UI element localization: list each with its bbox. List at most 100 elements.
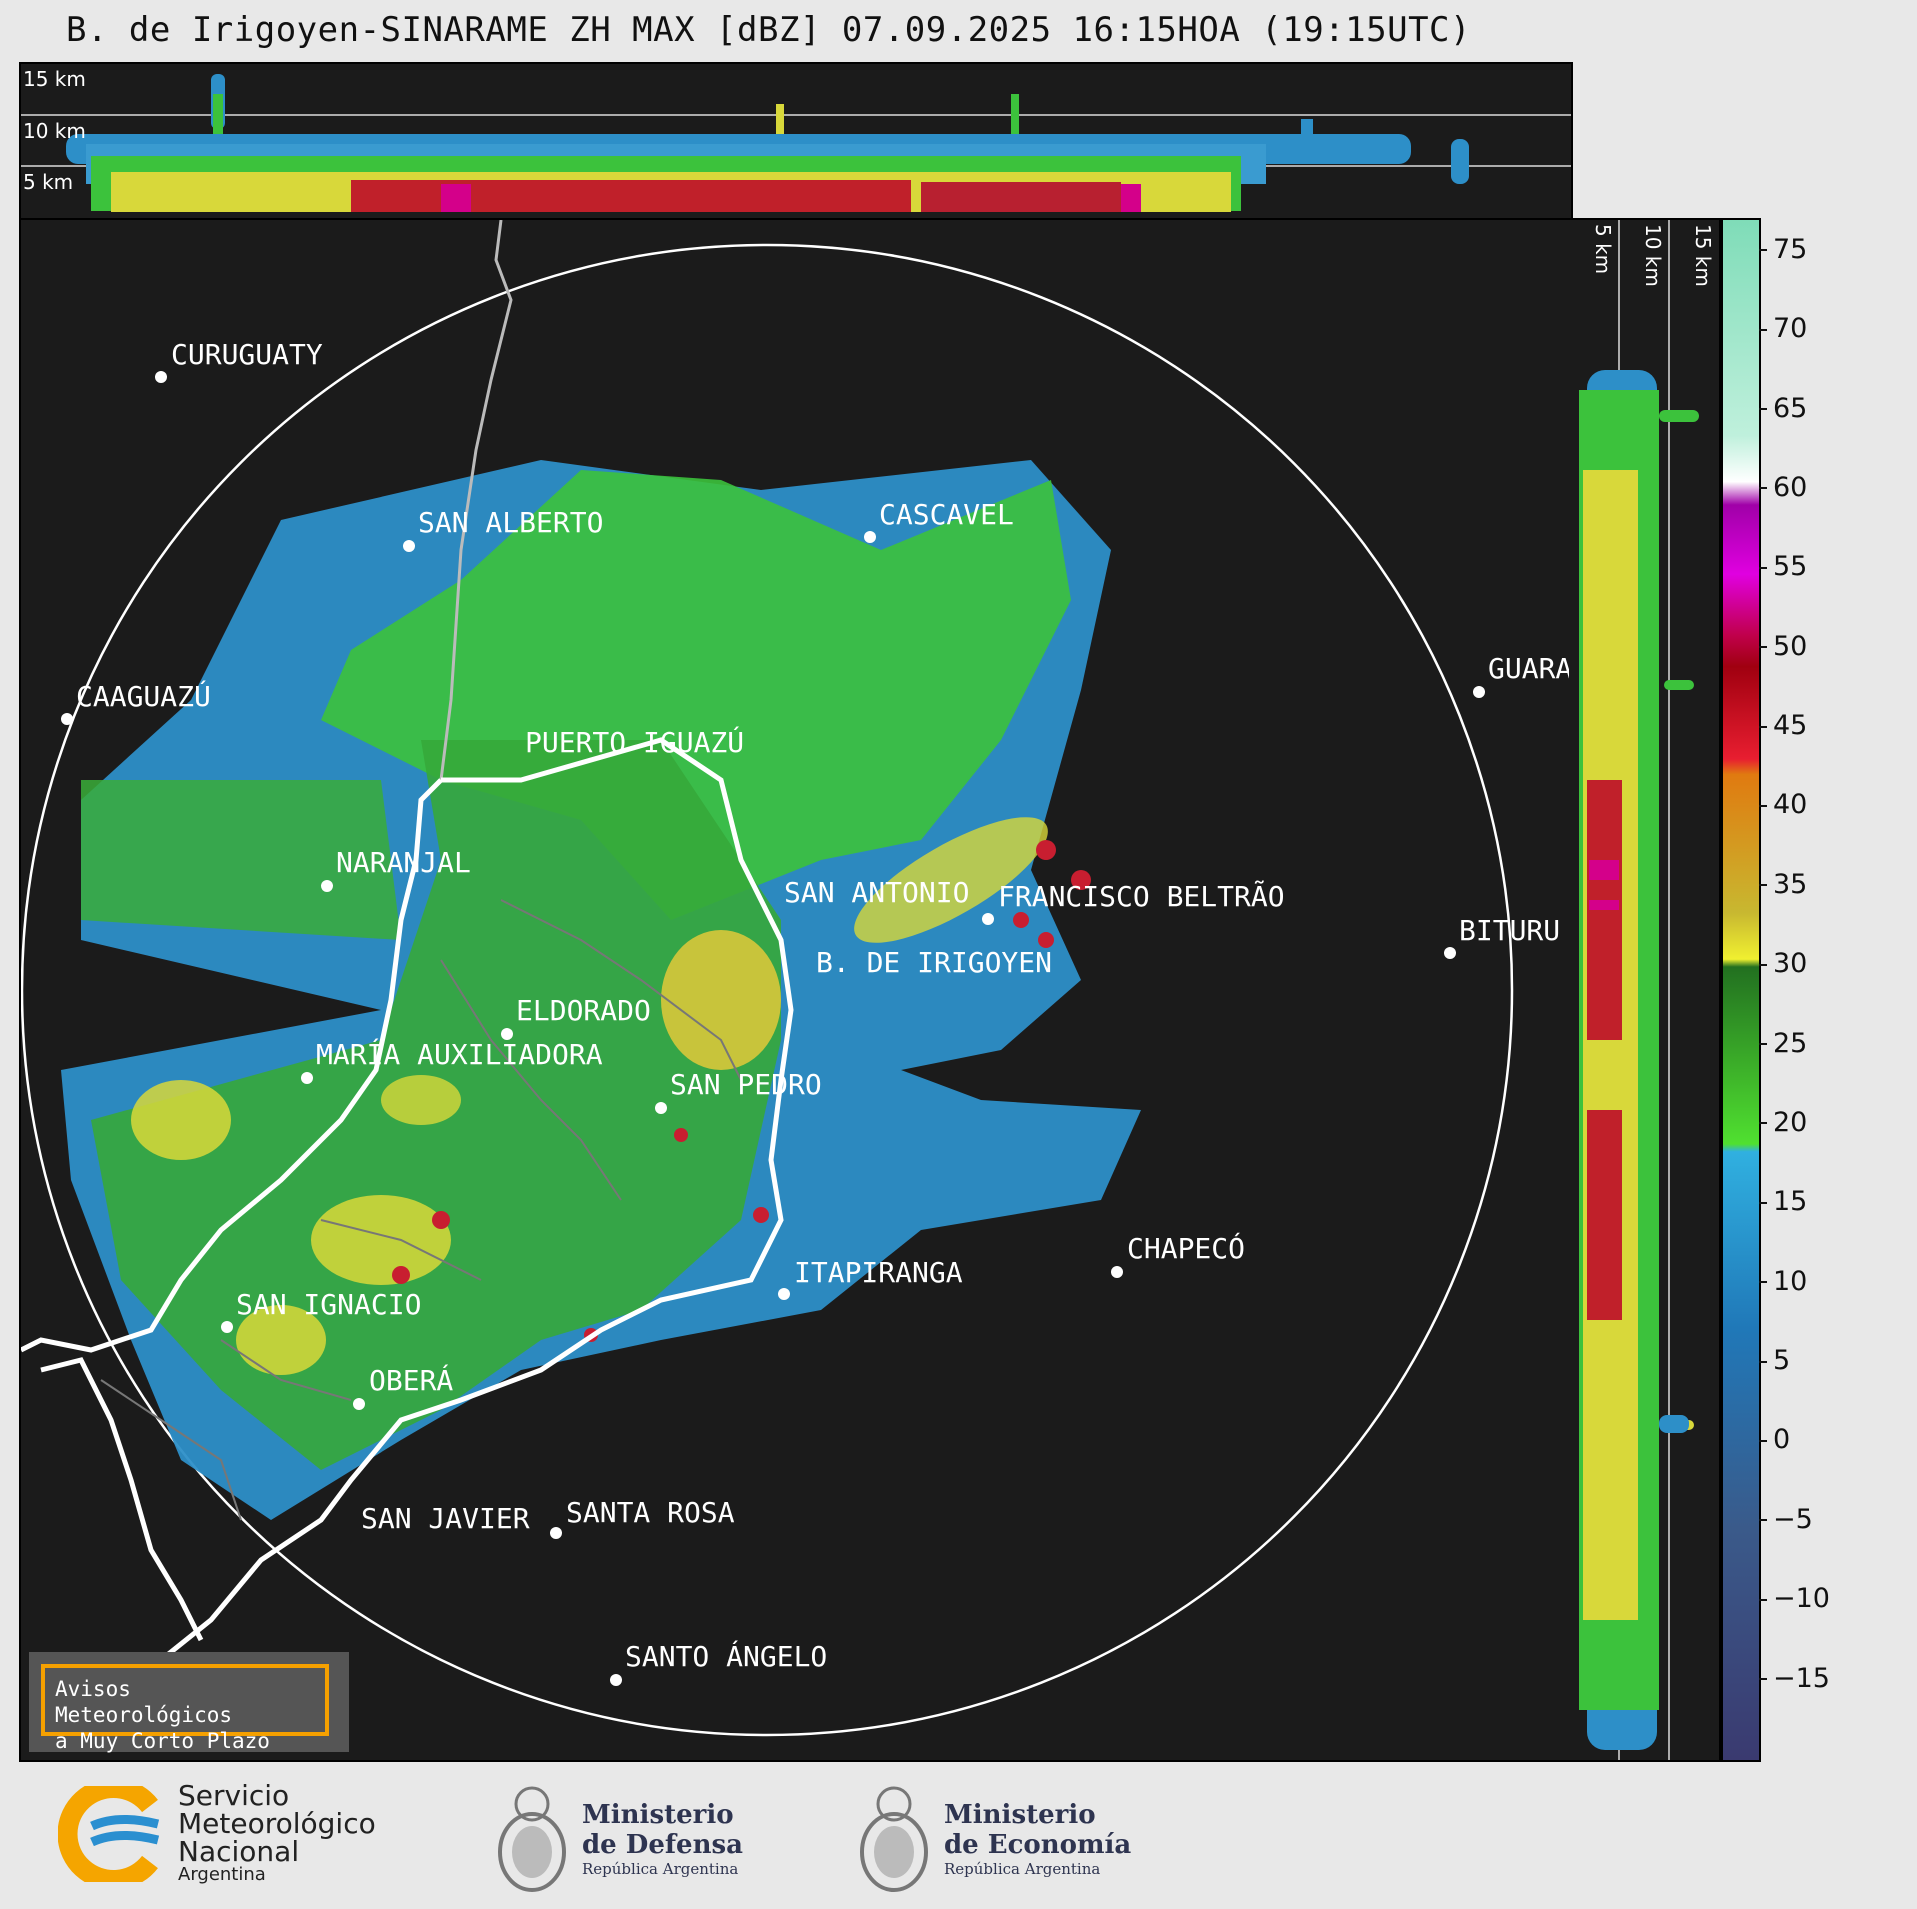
city-dot [655, 1102, 667, 1114]
colorbar-tick-mark [1759, 1439, 1767, 1442]
smn-wordmark: Servicio Meteorológico Nacional Argentin… [178, 1782, 376, 1884]
city-label-caaguazu: CAAGUAZÚ [76, 680, 211, 713]
notice-line-2: a Muy Corto Plazo [55, 1729, 270, 1753]
colorbar-tick-mark [1759, 328, 1767, 331]
colorbar-tick: 10 [1759, 1266, 1807, 1297]
alerts-notice-frame: Avisos Meteorológicos a Muy Corto Plazo [41, 1664, 329, 1753]
colorbar-tick-mark [1759, 1122, 1767, 1125]
colorbar-tick-mark [1759, 1519, 1767, 1522]
colorbar-tick-label: 25 [1773, 1027, 1808, 1059]
colorbar-tick-label: 50 [1773, 630, 1808, 662]
smn-line-1: Servicio [178, 1779, 290, 1812]
colorbar-tick-mark [1759, 1360, 1767, 1363]
colorbar-tick-mark [1759, 1043, 1767, 1046]
colorbar-tick: 45 [1759, 710, 1807, 741]
city-dot [353, 1398, 365, 1410]
alerts-notice[interactable]: Avisos Meteorológicos a Muy Corto Plazo [29, 1652, 349, 1753]
colorbar-gradient [1723, 220, 1759, 1760]
city-label-curuguaty: CURUGUATY [171, 338, 323, 371]
colorbar-tick-label: 30 [1773, 948, 1808, 980]
economia-wordmark: Ministerio de Economía República Argenti… [944, 1800, 1131, 1878]
city-dot [778, 1288, 790, 1300]
colorbar-tick-mark [1759, 884, 1767, 887]
city-label-san-antonio: SAN ANTONIO [784, 876, 970, 909]
defensa-line-1: Ministerio [582, 1800, 734, 1830]
top-height-label-5: 5 km [23, 170, 74, 194]
colorbar-tick: 60 [1759, 472, 1807, 503]
economia-seal-icon [856, 1774, 932, 1896]
city-dot [982, 913, 994, 925]
top-height-label-15: 15 km [23, 67, 86, 91]
colorbar-tick-label: 55 [1773, 551, 1808, 583]
top-height-label-10: 10 km [23, 119, 86, 143]
side-height-label-10: 10 km [1641, 224, 1665, 287]
city-dot [61, 713, 73, 725]
city-dot [864, 531, 876, 543]
colorbar-tick-mark [1759, 646, 1767, 649]
city-dot [1111, 1266, 1123, 1278]
city-dot [610, 1674, 622, 1686]
top-strip-echoes [21, 74, 1571, 212]
city-label-guara: GUARA [1488, 652, 1573, 685]
economia-line-2: de Economía [944, 1830, 1132, 1860]
side-height-label-15: 15 km [1691, 224, 1715, 287]
colorbar-tick-label: 60 [1773, 471, 1808, 503]
city-label-itapiranga: ITAPIRANGA [794, 1256, 963, 1289]
city-label-santo-angelo: SANTO ÁNGELO [625, 1640, 828, 1673]
colorbar [1721, 218, 1761, 1762]
city-label-chapeco: CHAPECÓ [1127, 1232, 1246, 1265]
city-label-francisco-beltrao: FRANCISCO BELTRÃO [998, 880, 1285, 913]
colorbar-tick-label: −15 [1773, 1662, 1830, 1694]
city-dot [301, 1072, 313, 1084]
colorbar-tick-label: 5 [1773, 1345, 1791, 1377]
colorbar-tick: 5 [1759, 1345, 1790, 1376]
colorbar-tick: −5 [1759, 1504, 1813, 1535]
city-label-b-de-irigoyen: B. DE IRIGOYEN [816, 946, 1053, 979]
colorbar-tick: 0 [1759, 1424, 1790, 1455]
colorbar-tick-label: 20 [1773, 1106, 1808, 1138]
range-ring [21, 243, 1514, 1737]
colorbar-tick-mark [1759, 249, 1767, 252]
colorbar-tick-label: 35 [1773, 868, 1808, 900]
city-label-puerto-iguazu: PUERTO IGUAZÚ [525, 726, 745, 759]
smn-line-2: Meteorológico [178, 1807, 376, 1840]
colorbar-tick-label: 15 [1773, 1186, 1808, 1218]
city-label-naranjal: NARANJAL [336, 846, 471, 879]
colorbar-tick: 30 [1759, 948, 1807, 979]
colorbar-tick: 25 [1759, 1028, 1807, 1059]
colorbar-tick-mark [1759, 963, 1767, 966]
side-cross-section: 5 km 10 km 15 km [1569, 218, 1721, 1762]
colorbar-tick: 65 [1759, 393, 1807, 424]
defensa-line-2: de Defensa [582, 1830, 743, 1860]
side-height-label-5: 5 km [1591, 224, 1615, 275]
city-dot [1444, 947, 1456, 959]
radar-echo-layer [21, 220, 1514, 1737]
colorbar-tick: 20 [1759, 1107, 1807, 1138]
colorbar-tick: 15 [1759, 1186, 1807, 1217]
colorbar-tick-mark [1759, 487, 1767, 490]
colorbar-tick-mark [1759, 1678, 1767, 1681]
smn-line-3: Nacional [178, 1835, 300, 1868]
city-dot [403, 540, 415, 552]
colorbar-tick-mark [1759, 725, 1767, 728]
colorbar-tick: 35 [1759, 869, 1807, 900]
colorbar-tick-label: 10 [1773, 1265, 1808, 1297]
city-label-santa-rosa: SANTA ROSA [566, 1496, 735, 1529]
city-label-cascavel: CASCAVEL [879, 498, 1014, 531]
city-label-san-pedro: SAN PEDRO [670, 1068, 822, 1101]
city-label-obera: OBERÁ [369, 1364, 454, 1397]
colorbar-tick-label: 0 [1773, 1424, 1791, 1456]
colorbar-tick: 50 [1759, 631, 1807, 662]
city-dot [501, 1028, 513, 1040]
colorbar-tick-label: 70 [1773, 313, 1808, 345]
city-label-san-javier: SAN JAVIER [361, 1502, 530, 1535]
colorbar-tick: −10 [1759, 1583, 1830, 1614]
colorbar-tick-label: 45 [1773, 710, 1808, 742]
colorbar-tick-label: −5 [1773, 1503, 1813, 1535]
defensa-wordmark: Ministerio de Defensa República Argentin… [582, 1800, 743, 1878]
colorbar-tick: 70 [1759, 313, 1807, 344]
city-dot [550, 1527, 562, 1539]
colorbar-tick-mark [1759, 408, 1767, 410]
colorbar-tick: 55 [1759, 551, 1807, 582]
page-title: B. de Irigoyen-SINARAME ZH MAX [dBZ] 07.… [66, 10, 1471, 50]
